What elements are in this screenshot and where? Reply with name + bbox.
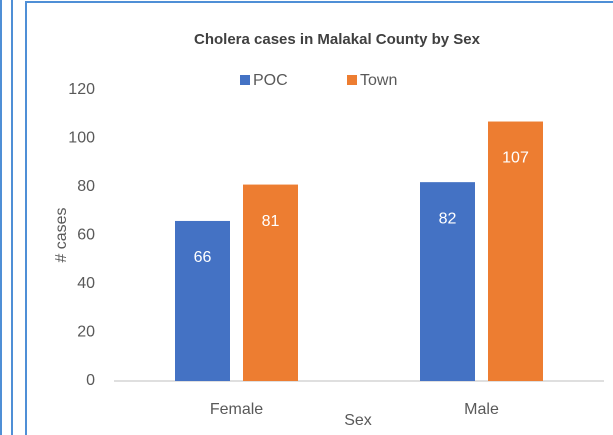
frame (25, 1, 613, 435)
y-tick-label: 80 (77, 178, 95, 195)
y-tick-label: 120 (68, 81, 95, 98)
y-tick-label: 60 (77, 227, 95, 244)
y-tick-label: 20 (77, 324, 95, 341)
data-label: 82 (439, 210, 457, 227)
data-label: 107 (502, 150, 529, 167)
bar (243, 184, 298, 381)
x-tick-label: Male (464, 401, 499, 418)
legend-label: POC (253, 72, 288, 89)
legend-swatch (240, 75, 250, 85)
frame-left (0, 0, 13, 435)
y-tick-label: 100 (68, 130, 95, 147)
chart-title: Cholera cases in Malakal County by Sex (194, 31, 481, 48)
legend-swatch (347, 75, 357, 85)
bar (175, 220, 230, 381)
data-label: 81 (262, 213, 280, 230)
y-tick-label: 0 (86, 372, 95, 389)
data-label: 66 (194, 249, 212, 266)
y-axis-title: # cases (53, 207, 70, 262)
bar (420, 182, 475, 381)
x-axis-title: Sex (344, 412, 372, 429)
bar (488, 121, 543, 382)
x-tick-label: Female (210, 401, 263, 418)
legend-label: Town (360, 72, 397, 89)
y-tick-label: 40 (77, 275, 95, 292)
